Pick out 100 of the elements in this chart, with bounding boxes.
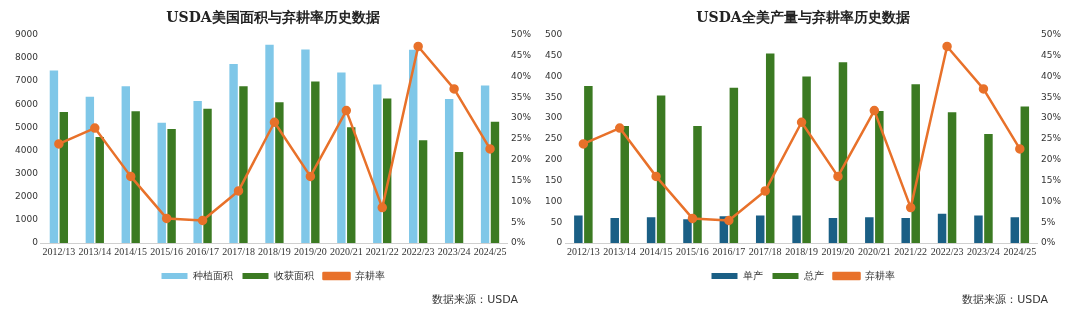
bar: [121, 86, 130, 243]
y2-tick-label: 15%: [511, 174, 532, 185]
x-tick-label: 2022/23: [930, 245, 964, 257]
bar: [167, 128, 176, 243]
source-note: 数据来源：USDA: [962, 292, 1049, 306]
bar: [418, 140, 428, 243]
bar: [193, 100, 202, 243]
source-note: 数据来源：USDA: [432, 292, 519, 306]
y2-tick-label: 0%: [511, 237, 526, 248]
x-tick-label: 2022/23: [401, 245, 435, 257]
bar: [337, 72, 346, 243]
point: [377, 202, 387, 213]
legend-label: 弃耕率: [354, 269, 385, 281]
point: [905, 202, 916, 213]
x-tick-label: 2021/22: [365, 245, 399, 257]
x-tick-label: 2019/20: [821, 245, 855, 257]
bar: [984, 133, 993, 243]
x-tick-label: 2024/25: [1003, 245, 1037, 257]
bar: [265, 44, 274, 243]
bar: [1020, 106, 1030, 243]
bar: [838, 62, 848, 243]
y-tick-label: 6000: [15, 98, 39, 109]
bar: [49, 70, 59, 243]
y2-tick-label: 35%: [1041, 91, 1062, 102]
y-tick-label: 350: [544, 91, 563, 102]
point: [54, 139, 64, 149]
y-tick-label: 250: [544, 133, 563, 144]
bar: [683, 219, 692, 243]
x-tick-label: 2013/14: [603, 245, 637, 257]
bar: [131, 111, 140, 243]
bar: [239, 86, 248, 243]
bar: [947, 112, 957, 243]
bar: [490, 121, 500, 243]
bar: [765, 53, 775, 243]
x-tick-label: 2020/21: [857, 245, 891, 257]
point: [651, 171, 661, 182]
bar: [574, 215, 583, 243]
point: [614, 123, 625, 133]
y2-tick-label: 5%: [1041, 216, 1056, 227]
chart-title: USDA全美产量与弃耕率历史数据: [696, 9, 910, 26]
bar: [620, 125, 629, 243]
y-tick-label: 450: [544, 49, 563, 60]
x-tick-label: 2018/19: [258, 245, 291, 257]
y2-tick-label: 45%: [511, 49, 532, 60]
y-tick-label: 100: [544, 195, 563, 206]
y-tick-label: 50: [550, 216, 563, 227]
bar: [444, 98, 454, 243]
x-tick-label: 2023/24: [967, 245, 1000, 257]
x-tick-label: 2021/22: [894, 245, 928, 257]
y-tick-label: 0: [32, 237, 39, 248]
x-tick-label: 2018/19: [785, 245, 818, 257]
x-tick-label: 2017/18: [222, 245, 255, 257]
bar: [610, 218, 619, 243]
bar: [1010, 217, 1020, 243]
bar: [865, 217, 874, 243]
bar: [157, 122, 166, 243]
x-tick-label: 2020/21: [329, 245, 363, 257]
x-tick-label: 2023/24: [437, 245, 471, 257]
y2-tick-label: 5%: [511, 216, 526, 227]
y-tick-label: 200: [544, 154, 563, 165]
bar: [480, 85, 490, 243]
bar: [85, 96, 95, 243]
x-tick-label: 2012/13: [566, 245, 600, 257]
y2-tick-label: 50%: [1041, 29, 1062, 40]
x-tick-label: 2019/20: [293, 245, 327, 257]
y-tick-label: 2000: [15, 191, 39, 202]
point: [796, 117, 807, 127]
point: [90, 123, 100, 133]
x-tick-label: 2013/14: [78, 245, 112, 257]
y-tick-label: 5000: [15, 121, 39, 132]
point: [233, 186, 244, 196]
y2-tick-label: 30%: [1041, 112, 1062, 123]
bar: [911, 84, 920, 243]
bar: [347, 127, 356, 243]
y-tick-label: 300: [544, 112, 563, 123]
y-tick-label: 7000: [15, 75, 39, 86]
y-tick-label: 1000: [15, 214, 39, 225]
y2-tick-label: 45%: [1041, 49, 1062, 60]
y2-tick-label: 30%: [511, 112, 532, 123]
point: [760, 186, 770, 196]
y2-tick-label: 40%: [511, 70, 532, 81]
y-tick-label: 4000: [15, 144, 39, 155]
bar: [203, 108, 212, 243]
x-tick-label: 2016/17: [186, 245, 219, 257]
point: [449, 84, 459, 94]
chart-title: USDA美国面积与弃耕率历史数据: [166, 9, 380, 26]
bar: [693, 125, 702, 243]
y2-tick-label: 40%: [1041, 70, 1062, 81]
bar: [755, 215, 765, 243]
legend-label: 单产: [742, 269, 763, 281]
y2-tick-label: 10%: [511, 195, 532, 206]
x-tick-label: 2017/18: [748, 245, 782, 257]
x-tick-label: 2024/25: [473, 245, 507, 257]
bar: [373, 84, 382, 243]
bar: [454, 152, 464, 243]
y-tick-label: 3000: [15, 167, 39, 178]
bar: [409, 49, 418, 243]
x-tick-label: 2015/16: [676, 245, 709, 257]
legend-label: 总产: [802, 269, 824, 281]
bar: [646, 217, 656, 243]
